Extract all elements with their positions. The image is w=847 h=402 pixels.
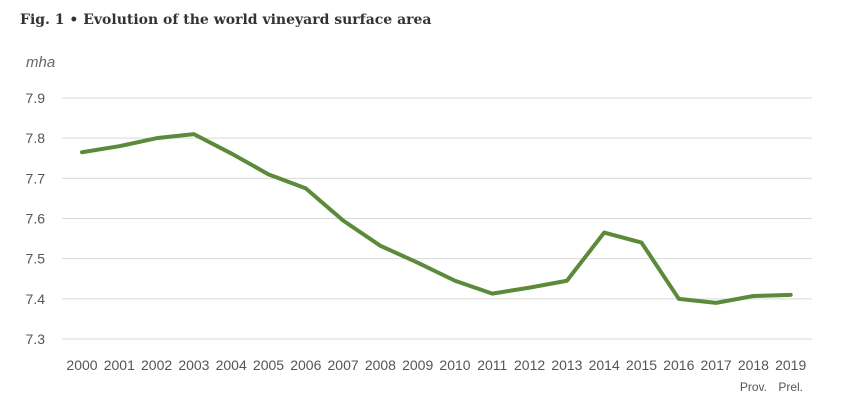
- x-tick-label: 2015: [626, 357, 657, 373]
- x-axis-ticks: 2000 2001 2002 2003 2004 2005 2006 2007 2008 2009…: [66, 357, 806, 394]
- x-tick-label: 2014: [589, 357, 620, 373]
- y-tick-label: 7.3: [26, 331, 46, 347]
- x-tick-label: 2005: [253, 357, 284, 373]
- x-tick-label: 2006: [290, 357, 321, 373]
- y-axis-label: mha: [26, 54, 55, 71]
- x-tick-label: 2002: [141, 357, 172, 373]
- x-tick-label: 2018: [738, 357, 769, 373]
- y-axis-ticks: 7.3 7.4 7.5 7.6 7.7 7.8 7.9: [26, 90, 46, 347]
- x-tick-label: 2013: [551, 357, 582, 373]
- y-tick-label: 7.8: [26, 130, 46, 146]
- y-tick-label: 7.7: [26, 170, 46, 186]
- y-tick-label: 7.9: [26, 90, 46, 106]
- x-tick-label: 2000: [66, 357, 97, 373]
- x-tick-label: 2001: [104, 357, 135, 373]
- chart-title: Fig. 1 • Evolution of the world vineyard…: [20, 12, 432, 28]
- x-tick-label: 2019: [775, 357, 806, 373]
- x-tick-label: 2003: [178, 357, 209, 373]
- x-tick-label: 2012: [514, 357, 545, 373]
- gridlines: [62, 97, 812, 340]
- x-tick-label: 2007: [328, 357, 359, 373]
- x-tick-label: 2009: [402, 357, 433, 373]
- x-tick-sublabel: Prov.: [740, 380, 767, 394]
- y-tick-label: 7.6: [26, 211, 46, 227]
- x-tick-label: 2011: [477, 357, 507, 373]
- x-tick-label: 2008: [365, 357, 396, 373]
- y-tick-label: 7.4: [26, 291, 46, 307]
- x-tick-label: 2010: [439, 357, 470, 373]
- x-tick-label: 2016: [663, 357, 694, 373]
- x-tick-label: 2004: [216, 357, 247, 373]
- x-tick-sublabel: Prel.: [778, 380, 803, 394]
- series-layer: [80, 132, 793, 305]
- x-tick-label: 2017: [701, 357, 732, 373]
- y-tick-label: 7.5: [26, 251, 46, 267]
- series-line: [80, 132, 793, 305]
